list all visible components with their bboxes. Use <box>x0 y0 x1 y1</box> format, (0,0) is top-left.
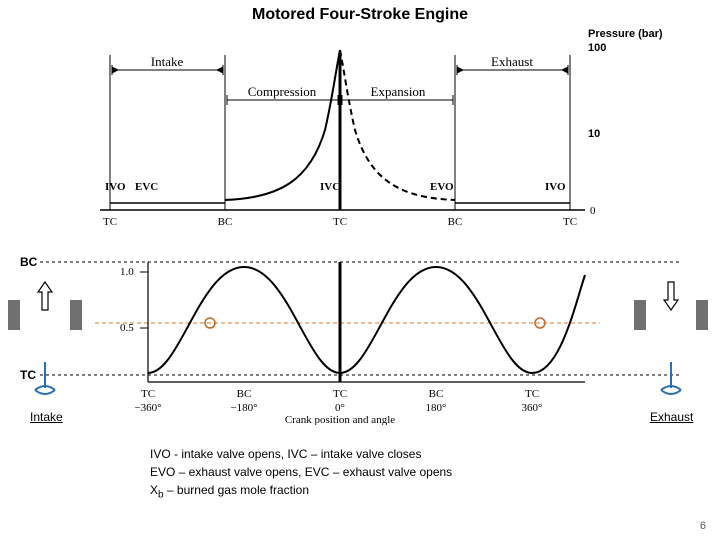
svg-text:TC: TC <box>333 216 347 228</box>
svg-text:1.0: 1.0 <box>120 266 134 278</box>
legend-line-1: IVO - intake valve opens, IVC – intake v… <box>150 445 452 463</box>
intake-label: Intake <box>30 410 63 424</box>
svg-text:0: 0 <box>590 205 596 217</box>
legend-line-2: EVO – exhaust valve opens, EVC – exhaust… <box>150 463 452 481</box>
svg-text:BC: BC <box>218 216 233 228</box>
legend-line-3: Xb – burned gas mole fraction <box>150 481 452 502</box>
stroke-exhaust: Exhaust <box>491 54 533 69</box>
evt-evc: EVC <box>135 181 158 193</box>
svg-text:−360°: −360° <box>134 402 161 414</box>
svg-text:BC: BC <box>429 388 444 400</box>
evt-ivo-r: IVO <box>545 181 566 193</box>
evt-ivo-l: IVO <box>105 181 126 193</box>
svg-text:180°: 180° <box>426 402 447 414</box>
page-number: 6 <box>700 520 706 532</box>
svg-text:0.5: 0.5 <box>120 322 134 334</box>
x-axis-title: Crank position and angle <box>285 414 395 425</box>
svg-text:TC: TC <box>103 216 117 228</box>
exhaust-label: Exhaust <box>650 410 693 424</box>
pressure-panel: 0 Intake Compression Expansion Exhaust I… <box>0 0 720 230</box>
evt-ivc: IVC <box>320 181 340 193</box>
intake-cylinder <box>2 250 92 430</box>
svg-text:BC: BC <box>448 216 463 228</box>
svg-text:BC: BC <box>237 388 252 400</box>
pressure-curve-up <box>225 50 340 200</box>
svg-text:0°: 0° <box>335 402 345 414</box>
evt-evo: EVO <box>430 181 454 193</box>
svg-text:TC: TC <box>333 388 347 400</box>
pressure-curve-down <box>340 50 455 200</box>
svg-text:360°: 360° <box>522 402 543 414</box>
legend-block: IVO - intake valve opens, IVC – intake v… <box>150 445 452 502</box>
exhaust-cylinder <box>628 250 718 430</box>
stroke-intake: Intake <box>151 54 184 69</box>
svg-text:TC: TC <box>563 216 577 228</box>
svg-text:TC: TC <box>141 388 155 400</box>
piston-panel: 1.0 0.5 TC BC TC BC TC −360° −180° 0° 18… <box>0 245 720 425</box>
svg-text:TC: TC <box>525 388 539 400</box>
stroke-expansion: Expansion <box>371 84 426 99</box>
stroke-compression: Compression <box>248 84 317 99</box>
svg-text:−180°: −180° <box>230 402 257 414</box>
